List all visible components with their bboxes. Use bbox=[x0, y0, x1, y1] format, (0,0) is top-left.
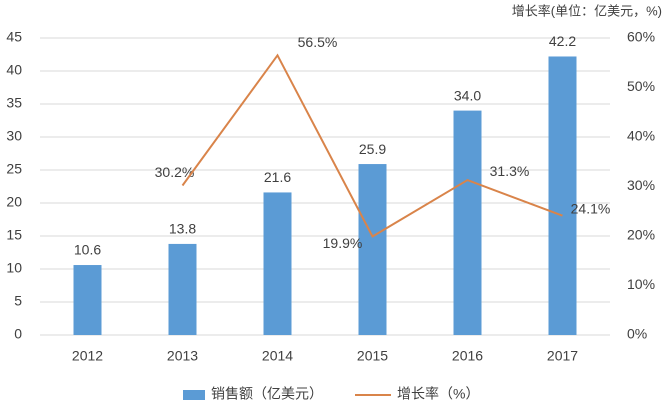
y-tick-label: 25 bbox=[6, 161, 22, 177]
line bbox=[181, 53, 563, 238]
line-value-label: 24.1% bbox=[571, 200, 611, 216]
legend-label: 销售额（亿美元） bbox=[211, 386, 323, 402]
bar bbox=[453, 110, 482, 335]
bar-value-label: 42.2 bbox=[549, 33, 576, 49]
x-tick-label: 2016 bbox=[452, 348, 483, 364]
legend-swatch bbox=[183, 390, 205, 400]
x-tick-label: 2012 bbox=[72, 348, 103, 364]
line-value-label: 56.5% bbox=[298, 34, 338, 50]
y2-tick-label: 50% bbox=[627, 78, 655, 94]
y-tick-label: 5 bbox=[14, 293, 22, 309]
line-value-label: 31.3% bbox=[490, 163, 530, 179]
y-tick-label: 20 bbox=[6, 194, 22, 210]
bar bbox=[73, 265, 102, 335]
y-tick-label: 10 bbox=[6, 260, 22, 276]
bar-value-label: 13.8 bbox=[169, 221, 196, 237]
y-tick-label: 0 bbox=[14, 326, 22, 342]
x-tick-label: 2014 bbox=[262, 348, 293, 364]
bar bbox=[358, 164, 387, 335]
x-tick-label: 2015 bbox=[357, 348, 388, 364]
line-value-label: 30.2% bbox=[155, 164, 195, 180]
y2-tick-label: 40% bbox=[627, 128, 655, 144]
x-tick-label: 2013 bbox=[167, 348, 198, 364]
bar bbox=[263, 192, 292, 335]
y-tick-label: 45 bbox=[6, 29, 22, 45]
y-tick-label: 35 bbox=[6, 95, 22, 111]
y-tick-label: 15 bbox=[6, 227, 22, 243]
bar bbox=[548, 56, 577, 335]
line-value-label: 19.9% bbox=[323, 235, 363, 251]
y2-tick-label: 10% bbox=[627, 276, 655, 292]
bar-value-label: 10.6 bbox=[74, 242, 101, 258]
y-tick-label: 30 bbox=[6, 128, 22, 144]
y2-tick-label: 0% bbox=[627, 326, 647, 342]
legend-label: 增长率（%） bbox=[397, 386, 479, 402]
y2-tick-label: 60% bbox=[627, 29, 655, 45]
bar-value-label: 21.6 bbox=[264, 169, 291, 185]
bar-value-label: 34.0 bbox=[454, 87, 481, 103]
x-tick-label: 2017 bbox=[547, 348, 578, 364]
y2-tick-label: 20% bbox=[627, 227, 655, 243]
chart-title: 增长率(单位：亿美元，%) bbox=[512, 3, 662, 18]
y-tick-label: 40 bbox=[6, 62, 22, 78]
y2-tick-label: 30% bbox=[627, 177, 655, 193]
bar bbox=[168, 243, 197, 335]
bar-value-label: 25.9 bbox=[359, 141, 386, 157]
